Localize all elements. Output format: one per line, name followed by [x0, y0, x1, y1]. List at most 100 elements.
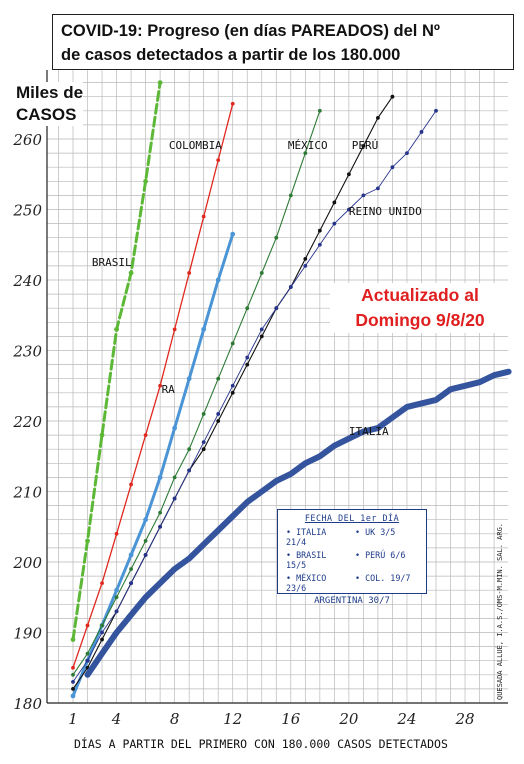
data-point — [259, 271, 264, 275]
data-point — [332, 221, 337, 226]
data-point — [303, 256, 308, 261]
data-point — [143, 517, 149, 523]
data-point — [230, 341, 235, 346]
y-tick-label: 230 — [12, 343, 42, 361]
data-point — [99, 432, 105, 438]
legend-entry: • ITALIA 21/4 — [286, 527, 327, 547]
y-axis-label-line-1: Miles de — [16, 83, 84, 102]
data-point — [376, 186, 380, 191]
legend-entry: • PERÚ 6/6 — [355, 550, 406, 560]
x-tick-label: 8 — [170, 710, 180, 728]
legend-entry: • MÉXICO 23/6 — [286, 573, 327, 593]
x-tick-label: 12 — [223, 710, 242, 728]
data-point — [172, 425, 178, 431]
data-point — [157, 475, 163, 480]
y-axis-label: Miles de CASOS — [16, 82, 84, 126]
data-point — [230, 383, 235, 388]
data-point — [216, 412, 221, 416]
data-point — [259, 327, 264, 332]
axes — [46, 70, 508, 704]
series-label: MÉXICO — [288, 139, 328, 152]
legend-entry: • UK 3/5 — [355, 527, 396, 537]
data-point — [201, 326, 207, 332]
y-tick-label: 200 — [12, 554, 42, 572]
legend-title: FECHA DEL 1er DÍA — [304, 513, 400, 523]
x-axis-label: DÍAS A PARTIR DEL PRIMERO CON 180.000 CA… — [74, 736, 448, 751]
series-line — [84, 368, 512, 678]
data-point — [172, 496, 177, 501]
data-point — [143, 538, 148, 543]
data-point — [85, 651, 90, 656]
x-tick-label: 24 — [396, 710, 416, 728]
series-line — [72, 110, 321, 676]
data-point — [129, 567, 133, 571]
data-point — [158, 510, 163, 515]
data-point — [332, 200, 337, 205]
chart-title-line-1: COVID-19: Progreso (en días PAREADOS) de… — [61, 19, 505, 43]
data-point — [245, 362, 250, 367]
series-label: REINO UNIDO — [349, 205, 422, 218]
data-point — [85, 658, 90, 663]
data-point — [230, 231, 236, 237]
tick-labels: 180 190 200 210 220 230 240 250 260 1 4 8 12 16 20 24 28 — [12, 131, 474, 728]
data-point — [158, 383, 163, 388]
series-labels: BRASIL COLOMBIA RA MÉXICO PERÚ REINO UNIDO ITA… — [92, 139, 422, 438]
data-point — [71, 672, 75, 677]
data-point — [187, 447, 192, 452]
x-tick-label: 4 — [111, 710, 122, 728]
data-point — [128, 552, 134, 558]
data-point — [143, 433, 148, 437]
legend-entry: • BRASIL 15/5 — [286, 550, 327, 570]
data-point — [376, 115, 380, 120]
series-reino-unido — [71, 108, 438, 684]
data-point — [361, 144, 366, 148]
data-point — [187, 271, 192, 275]
data-point — [346, 207, 351, 212]
data-point — [129, 482, 133, 487]
data-point — [128, 270, 134, 276]
data-point — [187, 468, 192, 473]
author-credit: QUESADA ALLUÉ, I.A.S./OMS-M.MIN. SAL. AR… — [496, 522, 504, 700]
data-point — [274, 235, 279, 240]
data-point — [201, 214, 206, 219]
data-point — [201, 440, 206, 445]
data-point — [85, 538, 90, 544]
data-point — [186, 376, 192, 382]
update-note-line-2: Domingo 9/8/20 — [355, 310, 485, 330]
chart-title-prefix: COVID-19: — [61, 22, 143, 40]
series-label: PERÚ — [352, 139, 379, 152]
data-point — [100, 581, 104, 586]
series-line — [72, 103, 234, 669]
data-point — [317, 108, 322, 113]
legend-entries: • ITALIA 21/4 • UK 3/5 • BRASIL 15/5 • P… — [278, 523, 426, 593]
series-line — [72, 110, 437, 683]
data-point — [303, 151, 308, 156]
data-point — [245, 306, 250, 311]
update-note-line-1: Actualizado al — [361, 285, 479, 305]
data-point — [259, 334, 264, 339]
data-point — [172, 475, 177, 480]
data-point — [201, 447, 206, 452]
series-m-xico — [71, 108, 322, 677]
series-colombia — [71, 101, 235, 670]
update-note: Actualizado al Domingo 9/8/20 — [330, 283, 510, 333]
start-date-legend: FECHA DEL 1er DÍA • ITALIA 21/4 • UK 3/5… — [277, 509, 427, 606]
data-point — [143, 553, 148, 557]
data-point — [288, 193, 293, 198]
x-tick-label: 1 — [68, 710, 78, 728]
data-point — [245, 355, 250, 360]
data-point — [317, 228, 322, 233]
legend-entry-argentina: ARGENTINA 30/7 — [314, 596, 390, 606]
x-tick-label: 28 — [454, 710, 474, 728]
series-label: RA — [162, 383, 176, 396]
data-point — [114, 595, 119, 600]
data-point — [346, 172, 351, 177]
data-point — [71, 687, 75, 691]
data-point — [405, 151, 409, 156]
chart-title-box: COVID-19: Progreso (en días PAREADOS) de… — [52, 14, 514, 70]
y-tick-label: 220 — [12, 413, 42, 431]
data-point — [303, 264, 308, 268]
chart-title-rest: Progreso (en días PAREADOS) del Nº — [142, 22, 440, 40]
data-point — [70, 693, 76, 699]
